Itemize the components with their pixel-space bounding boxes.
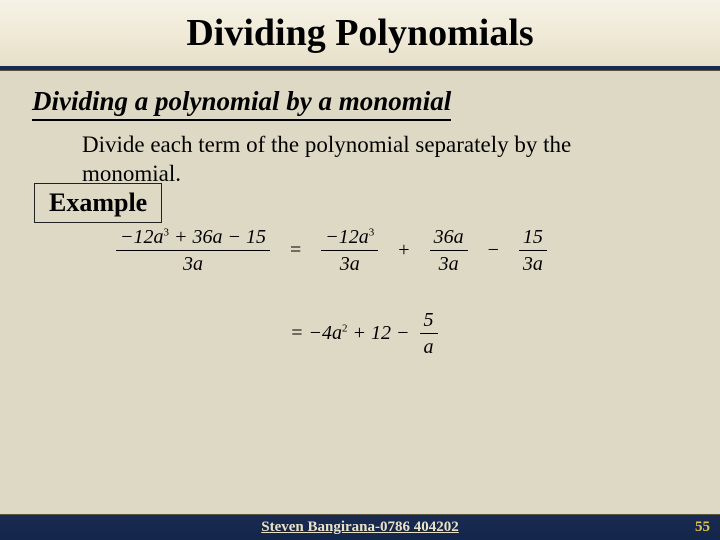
minus-op: − xyxy=(486,239,501,262)
title-bar: Dividing Polynomials xyxy=(0,0,720,70)
page-number: 55 xyxy=(695,519,710,536)
equation-row-1: −12a3 + 36a − 15 3a = −12a3 3a + 36a 3a … xyxy=(116,226,596,275)
row2-fraction: 5 a xyxy=(420,309,438,358)
equation-row-2: = −4a2 + 12 − 5 a xyxy=(290,309,596,358)
lhs-fraction: −12a3 + 36a − 15 3a xyxy=(116,226,270,275)
lhs-numerator: −12a3 + 36a − 15 xyxy=(116,226,270,248)
content-area: Dividing a polynomial by a monomial Divi… xyxy=(0,86,720,189)
lhs-denominator: 3a xyxy=(179,253,207,275)
divider-line xyxy=(0,70,720,71)
section-subhead: Dividing a polynomial by a monomial xyxy=(32,86,451,121)
math-area: −12a3 + 36a − 15 3a = −12a3 3a + 36a 3a … xyxy=(116,226,596,358)
footer-bar: Steven Bangirana-0786 404202 55 xyxy=(0,514,720,540)
example-label: Example xyxy=(34,183,162,223)
rhs-term2: 36a 3a xyxy=(430,226,468,275)
plus-op: + xyxy=(396,239,411,262)
fraction-bar xyxy=(116,250,270,251)
page-title: Dividing Polynomials xyxy=(186,11,533,55)
section-explain: Divide each term of the polynomial separ… xyxy=(82,131,648,189)
row2-leading: = −4a2 + 12 − xyxy=(290,322,410,345)
rhs-term3: 15 3a xyxy=(519,226,547,275)
footer-author: Steven Bangirana-0786 404202 xyxy=(261,519,459,536)
equals-sign: = xyxy=(288,239,303,262)
rhs-term1: −12a3 3a xyxy=(321,226,378,275)
